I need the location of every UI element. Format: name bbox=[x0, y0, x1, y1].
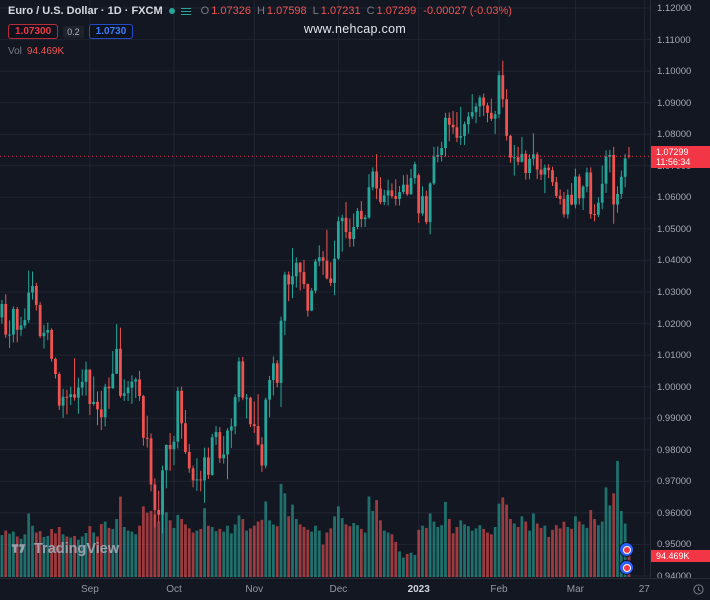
volume-label: Vol bbox=[8, 46, 22, 57]
overlay-badge-dot-icon bbox=[622, 545, 631, 554]
market-status-dot-icon bbox=[168, 8, 175, 14]
price-axis-label: 1.05000 bbox=[657, 223, 692, 235]
time-axis-label: Mar bbox=[566, 584, 585, 595]
high-value: 1.07598 bbox=[266, 5, 307, 17]
time-axis-label: 27 bbox=[638, 584, 650, 595]
price-axis-label: 1.04000 bbox=[657, 255, 692, 267]
sell-button[interactable]: 1.07300 bbox=[8, 24, 59, 39]
tradingview-logo-text: TradingView bbox=[34, 540, 120, 557]
ohlc-values: O 1.07326 H 1.07598 L 1.07231 C 1.07299 -0.0… bbox=[197, 5, 512, 17]
low-label: L bbox=[312, 5, 319, 17]
close-label: C bbox=[366, 5, 375, 17]
symbol-title[interactable]: Euro / U.S. Dollar · 1D · FXCM bbox=[8, 5, 163, 17]
price-axis-label: 0.96000 bbox=[657, 507, 692, 519]
price-axis-label: 0.95000 bbox=[657, 539, 692, 551]
volume-axis-marker: 94.469K bbox=[651, 550, 710, 562]
price-axis[interactable]: 1.120001.110001.100001.090001.080001.070… bbox=[650, 0, 710, 582]
open-value: 1.07326 bbox=[211, 5, 251, 17]
price-axis-label: 1.09000 bbox=[657, 97, 692, 109]
price-axis-label: 0.99000 bbox=[657, 413, 692, 425]
change-value: -0.00027 (-0.03%) bbox=[423, 5, 512, 17]
high-label: H bbox=[256, 5, 265, 17]
tradingview-logo-icon bbox=[11, 544, 26, 553]
low-value: 1.07231 bbox=[320, 5, 361, 17]
bar-countdown: 11:56:34 bbox=[656, 157, 691, 167]
time-axis-label: Oct bbox=[166, 584, 182, 595]
spread-value: 0.2 bbox=[63, 25, 84, 38]
price-axis-label: 0.94000 bbox=[657, 571, 692, 582]
time-axis-label: 2023 bbox=[407, 584, 430, 595]
time-axis-label: Sep bbox=[80, 584, 99, 595]
last-price-marker: 1.07299 11:56:34 bbox=[651, 146, 710, 168]
price-axis-label: 1.10000 bbox=[657, 66, 692, 78]
price-axis-label: 1.06000 bbox=[657, 192, 692, 204]
close-value: 1.07299 bbox=[376, 5, 417, 17]
legend-menu-icon[interactable] bbox=[180, 7, 191, 15]
price-axis-label: 0.97000 bbox=[657, 476, 692, 488]
price-axis-label: 1.01000 bbox=[657, 350, 692, 362]
price-axis-label: 0.98000 bbox=[657, 444, 692, 456]
price-axis-label: 1.12000 bbox=[657, 3, 692, 14]
price-axis-label: 1.00000 bbox=[657, 381, 692, 393]
chart-legend: Euro / U.S. Dollar · 1D · FXCM O 1.07326 … bbox=[8, 5, 512, 57]
time-axis-label: Nov bbox=[245, 584, 264, 595]
last-price-value: 1.07299 bbox=[656, 147, 689, 157]
time-axis[interactable]: Sep Oct Nov Dec 2023 Feb Mar 27 bbox=[0, 578, 710, 600]
overlay-badges bbox=[619, 542, 634, 575]
overlay-badge-dot-icon bbox=[622, 563, 631, 572]
price-axis-label: 1.02000 bbox=[657, 318, 692, 330]
open-label: O bbox=[200, 5, 210, 17]
tradingview-logo[interactable]: TradingView bbox=[10, 540, 119, 557]
time-axis-label: Feb bbox=[490, 584, 508, 595]
volume-value: 94.469K bbox=[26, 46, 65, 57]
timezone-clock-icon[interactable] bbox=[693, 584, 704, 595]
price-axis-label: 1.08000 bbox=[657, 129, 692, 141]
overlay-badge-icon-bottom[interactable] bbox=[619, 560, 634, 575]
buy-button[interactable]: 1.0730 bbox=[88, 24, 134, 39]
site-watermark: www.nehcap.com bbox=[303, 22, 407, 36]
overlay-badge-icon-top[interactable] bbox=[619, 542, 634, 557]
time-axis-label: Dec bbox=[329, 584, 348, 595]
price-axis-label: 1.03000 bbox=[657, 287, 692, 298]
price-axis-label: 1.11000 bbox=[657, 34, 691, 46]
